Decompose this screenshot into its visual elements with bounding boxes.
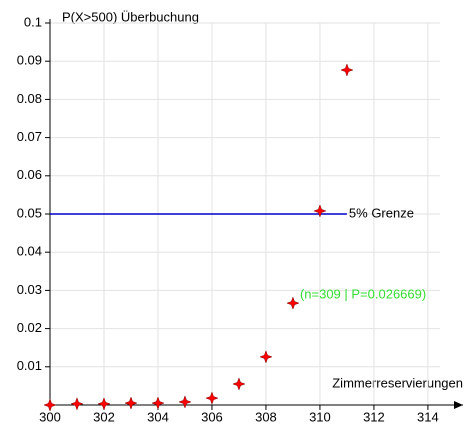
y-tick-label: 0.08 [17,91,42,106]
data-point [286,296,300,310]
data-point [124,396,138,410]
y-tick-label: 0.01 [17,358,42,373]
data-point [178,395,192,409]
x-axis-label: Zimmerreservierungen [332,375,463,390]
x-tick-label: 306 [201,409,223,424]
x-tick-label: 304 [147,409,169,424]
y-tick-label: 0.02 [17,320,42,335]
data-point [97,397,111,411]
y-axis-label: P(X>500) Überbuchung [62,9,199,24]
reference-label: 5% Grenze [349,205,414,220]
x-tick-label: 308 [255,409,277,424]
y-tick-label: 0.07 [17,129,42,144]
x-axis-arrow [454,401,463,409]
y-tick-label: 0.1 [24,14,42,29]
y-tick-label: 0.09 [17,53,42,68]
annotation: (n=309 | P=0.026669) [300,287,426,302]
data-point [151,396,165,410]
x-tick-label: 300 [39,409,61,424]
x-tick-label: 312 [363,409,385,424]
data-point [313,204,327,218]
data-point [70,397,84,411]
y-tick-label: 0.05 [17,205,42,220]
y-tick-label: 0.06 [17,167,42,182]
data-point [340,63,354,77]
x-tick-label: 302 [93,409,115,424]
data-point [232,377,246,391]
data-point [43,398,57,412]
data-point [205,391,219,405]
x-tick-label: 314 [417,409,439,424]
data-point [259,350,273,364]
x-tick-label: 310 [309,409,331,424]
y-tick-label: 0.03 [17,282,42,297]
y-tick-label: 0.04 [17,244,42,259]
